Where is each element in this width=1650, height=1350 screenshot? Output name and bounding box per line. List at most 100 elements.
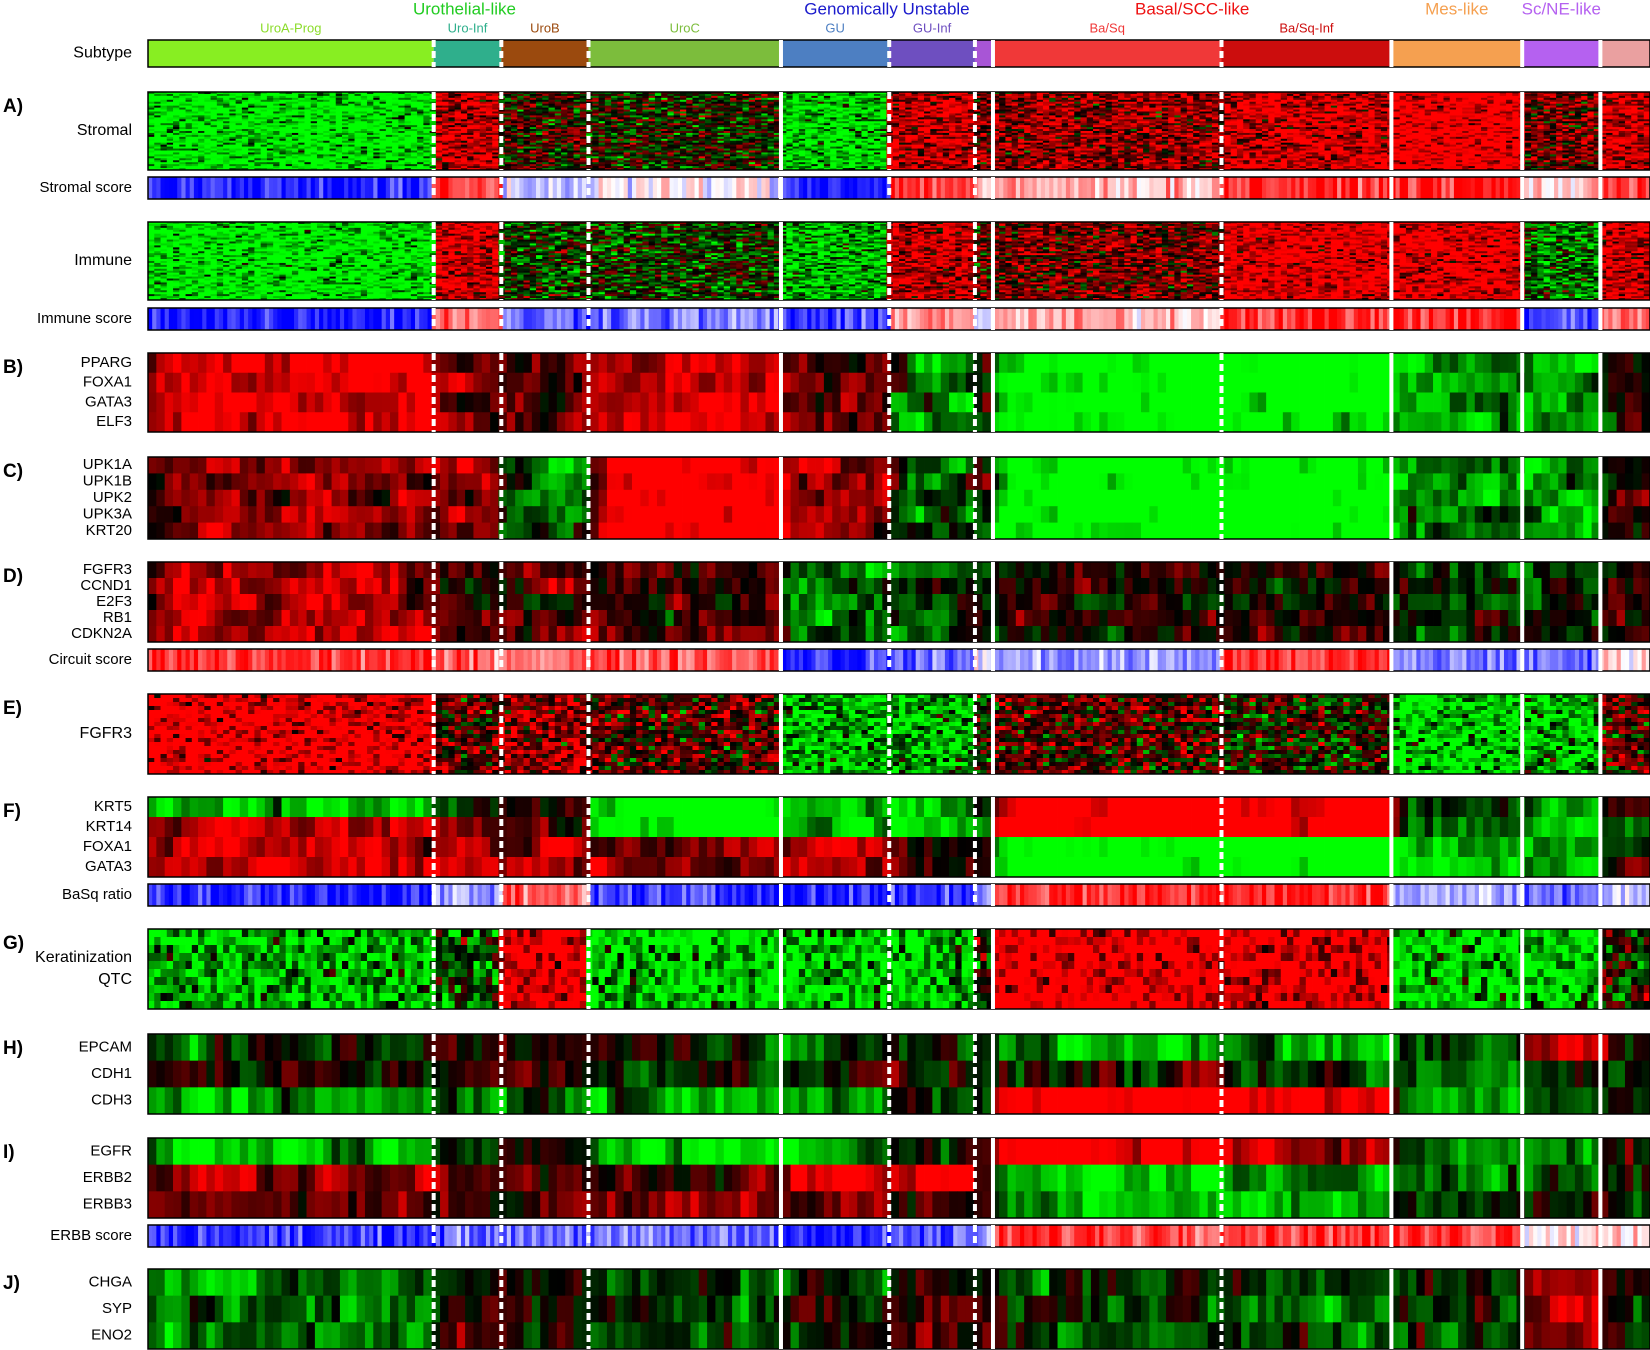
heatmap-cell bbox=[248, 99, 255, 103]
heatmap-cell bbox=[598, 103, 606, 107]
heatmap-cell bbox=[442, 95, 449, 99]
heatmap-cell bbox=[1512, 93, 1519, 97]
heatmap-cell bbox=[1343, 95, 1350, 99]
heatmap-cell bbox=[679, 97, 687, 101]
heatmap-cell bbox=[855, 107, 862, 110]
heatmap-cell bbox=[1161, 103, 1169, 107]
heatmap-cell bbox=[592, 105, 599, 108]
heatmap-cell bbox=[598, 97, 606, 101]
heatmap-cell bbox=[454, 92, 462, 95]
heatmap-cell bbox=[773, 99, 781, 103]
heatmap-cell bbox=[460, 107, 468, 110]
heatmap-cell bbox=[1399, 92, 1407, 95]
heatmap-cell bbox=[1199, 95, 1207, 99]
heatmap-cell bbox=[811, 101, 819, 105]
heatmap-cell bbox=[1374, 97, 1382, 101]
heatmap-cell bbox=[1637, 97, 1645, 101]
heatmap-cell bbox=[1180, 103, 1188, 107]
heatmap-cell bbox=[435, 105, 443, 108]
heatmap-cell bbox=[1556, 95, 1563, 99]
heatmap-cell bbox=[773, 95, 781, 99]
heatmap-cell bbox=[298, 95, 305, 99]
heatmap-cell bbox=[1230, 92, 1238, 95]
heatmap-cell bbox=[1249, 103, 1257, 107]
heatmap-cell bbox=[1124, 97, 1131, 101]
heatmap-cell bbox=[517, 95, 524, 99]
heatmap-cell bbox=[1330, 93, 1338, 97]
subtype-bar-segment bbox=[974, 40, 993, 67]
heatmap-cell bbox=[786, 95, 794, 99]
heatmap-cell bbox=[611, 95, 618, 99]
heatmap-cell bbox=[266, 103, 274, 107]
heatmap-cell bbox=[1487, 92, 1494, 95]
heatmap-cell bbox=[216, 101, 224, 105]
heatmap-cell bbox=[1543, 97, 1551, 101]
heatmap-cell bbox=[942, 101, 950, 105]
heatmap-cell bbox=[241, 92, 249, 95]
heatmap-cell bbox=[873, 92, 881, 95]
heatmap-cell bbox=[1030, 95, 1038, 99]
heatmap-cell bbox=[1061, 101, 1069, 105]
heatmap-cell bbox=[1274, 93, 1282, 97]
heatmap-cell bbox=[1086, 99, 1094, 103]
heatmap-cell bbox=[1161, 107, 1169, 110]
heatmap-cell bbox=[1474, 95, 1482, 99]
heatmap-cell bbox=[667, 103, 675, 107]
heatmap-cell bbox=[1499, 99, 1507, 103]
heatmap-cell bbox=[1099, 107, 1106, 110]
heatmap-cell bbox=[423, 107, 431, 110]
heatmap-cell bbox=[1149, 107, 1156, 110]
heatmap-cell bbox=[592, 103, 599, 107]
heatmap-cell bbox=[955, 93, 962, 97]
heatmap-cell bbox=[1368, 95, 1376, 99]
heatmap-cell bbox=[417, 103, 424, 107]
heatmap-cell bbox=[185, 105, 193, 108]
heatmap-cell bbox=[611, 93, 618, 97]
heatmap-cell bbox=[817, 93, 825, 97]
heatmap-cell bbox=[498, 97, 506, 101]
heatmap-cell bbox=[861, 107, 869, 110]
heatmap-cell bbox=[448, 105, 456, 108]
heatmap-cell bbox=[736, 99, 743, 103]
heatmap-cell bbox=[730, 105, 737, 108]
heatmap-cell bbox=[811, 99, 819, 103]
heatmap-cell bbox=[529, 107, 537, 110]
heatmap-cell bbox=[398, 107, 405, 110]
heatmap-cell bbox=[911, 99, 919, 103]
heatmap-cell bbox=[654, 92, 662, 95]
heatmap-cell bbox=[485, 107, 493, 110]
heatmap-cell bbox=[823, 95, 831, 99]
heatmap-cell bbox=[805, 93, 812, 97]
heatmap-cell bbox=[667, 101, 675, 105]
heatmap-cell bbox=[354, 107, 362, 110]
heatmap-cell bbox=[1243, 93, 1250, 97]
heatmap-cell bbox=[323, 95, 330, 99]
heatmap-cell bbox=[1543, 95, 1551, 99]
heatmap-cell bbox=[1287, 103, 1294, 107]
heatmap-cell bbox=[986, 101, 994, 105]
heatmap-cell bbox=[198, 101, 205, 105]
heatmap-cell bbox=[1380, 93, 1388, 97]
heatmap-cell bbox=[855, 105, 862, 108]
heatmap-cell bbox=[911, 92, 919, 95]
heatmap-cell bbox=[210, 97, 218, 101]
heatmap-cell bbox=[949, 92, 956, 95]
heatmap-cell bbox=[1468, 105, 1476, 108]
heatmap-cell bbox=[404, 92, 412, 95]
heatmap-cell bbox=[1224, 92, 1232, 95]
heatmap-cell bbox=[1468, 92, 1476, 95]
heatmap-cell bbox=[1318, 93, 1325, 97]
heatmap-cell bbox=[398, 92, 405, 95]
heatmap-cell bbox=[204, 95, 211, 99]
heatmap-cell bbox=[604, 97, 612, 101]
heatmap-cell bbox=[642, 93, 650, 97]
heatmap-cell bbox=[842, 92, 850, 95]
heatmap-cell bbox=[899, 103, 906, 107]
heatmap-cell bbox=[185, 95, 193, 99]
heatmap-cell bbox=[679, 93, 687, 97]
heatmap-cell bbox=[1255, 97, 1263, 101]
heatmap-cell bbox=[1149, 99, 1156, 103]
heatmap-cell bbox=[1118, 93, 1125, 97]
heatmap-cell bbox=[967, 105, 975, 108]
heatmap-cell bbox=[855, 103, 862, 107]
